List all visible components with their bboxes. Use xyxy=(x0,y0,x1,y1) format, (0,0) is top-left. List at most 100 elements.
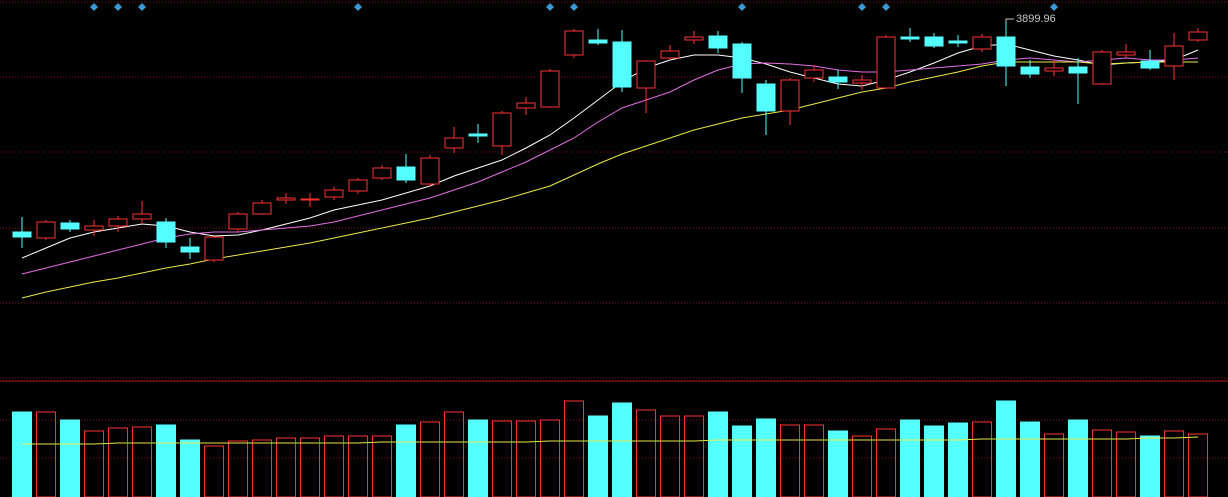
volume-bar xyxy=(180,439,200,497)
candle-body xyxy=(924,36,944,47)
volume-bar xyxy=(948,422,968,497)
candle-body xyxy=(1140,60,1160,69)
volume-bar xyxy=(468,419,488,497)
volume-bar xyxy=(1092,429,1112,497)
volume-ma-line xyxy=(22,436,1199,445)
event-marker xyxy=(114,3,122,11)
candle-body xyxy=(756,83,776,112)
volume-bar xyxy=(588,415,608,497)
volume-bar xyxy=(36,411,56,497)
volume-bar xyxy=(252,439,272,497)
volume-bar xyxy=(684,415,704,497)
candle-body xyxy=(84,225,104,231)
volume-bar xyxy=(276,437,296,497)
candle-body xyxy=(420,157,440,185)
volume-bar xyxy=(1140,435,1160,497)
event-marker xyxy=(354,3,362,11)
volume-bar xyxy=(12,411,32,497)
annotation-leader xyxy=(1005,18,1014,23)
volume-bar xyxy=(132,426,152,497)
volume-bar xyxy=(84,430,104,497)
candle-body xyxy=(1116,51,1136,56)
candle-body xyxy=(1092,51,1112,85)
candle-body xyxy=(396,166,416,181)
candle-body xyxy=(828,76,848,83)
candle-body xyxy=(540,70,560,108)
volume-bar xyxy=(1044,433,1064,497)
volume-bar xyxy=(372,435,392,497)
volume-bar xyxy=(780,424,800,497)
candle-body xyxy=(972,36,992,50)
volume-bar xyxy=(756,418,776,497)
volume-bar xyxy=(972,421,992,497)
candle-body xyxy=(636,60,656,89)
volume-bar xyxy=(1020,421,1040,497)
volume-bar xyxy=(444,411,464,497)
volume-bar xyxy=(660,415,680,497)
volume-bar xyxy=(516,420,536,497)
volume-bar xyxy=(108,427,128,497)
candle-body xyxy=(1164,45,1184,67)
volume-bar xyxy=(924,425,944,497)
candle-body xyxy=(852,79,872,84)
event-marker xyxy=(138,3,146,11)
candle-body xyxy=(948,40,968,44)
event-marker xyxy=(546,3,554,11)
volume-bar xyxy=(60,419,80,497)
volume-bar xyxy=(156,424,176,497)
candle-body xyxy=(228,213,248,230)
volume-bar xyxy=(852,435,872,497)
candle-body xyxy=(876,36,896,89)
candle-body xyxy=(804,69,824,79)
volume-bar xyxy=(708,411,728,497)
volume-bar xyxy=(1164,430,1184,497)
volume-bar xyxy=(540,419,560,497)
volume-bar xyxy=(636,409,656,497)
volume-bar xyxy=(396,424,416,497)
candle-body xyxy=(372,167,392,179)
candle-body xyxy=(276,197,296,201)
volume-bar xyxy=(996,400,1016,497)
volume-bar xyxy=(564,400,584,497)
candle-body xyxy=(108,218,128,227)
candle-body xyxy=(564,30,584,56)
candle-body xyxy=(468,133,488,137)
volume-bar xyxy=(900,419,920,497)
candle-body xyxy=(588,39,608,44)
volume-bar xyxy=(1068,419,1088,497)
candle-body xyxy=(204,236,224,261)
candle-body xyxy=(1068,66,1088,74)
candle-body xyxy=(780,79,800,112)
candle-body xyxy=(12,231,32,238)
event-marker xyxy=(570,3,578,11)
volume-bar xyxy=(420,421,440,497)
volume-bar xyxy=(228,440,248,497)
candle-body xyxy=(492,112,512,147)
candle-body xyxy=(1020,66,1040,75)
candle-body xyxy=(516,102,536,109)
volume-bar xyxy=(204,445,224,497)
event-marker xyxy=(858,3,866,11)
event-marker xyxy=(90,3,98,11)
candle-body xyxy=(708,35,728,49)
annotation-label: 3899.96 xyxy=(1016,13,1056,25)
candle-body xyxy=(732,43,752,79)
volume-bar xyxy=(876,428,896,497)
candle-body xyxy=(324,189,344,198)
candle-body xyxy=(684,36,704,41)
volume-bar xyxy=(300,437,320,497)
volume-bar xyxy=(1188,433,1208,497)
event-marker xyxy=(1050,3,1058,11)
candle-body xyxy=(660,50,680,59)
candle-body xyxy=(612,41,632,88)
candle-body xyxy=(996,36,1016,67)
candle-body xyxy=(180,246,200,253)
volume-bar xyxy=(732,425,752,497)
volume-bar xyxy=(1116,431,1136,497)
candle-body xyxy=(132,213,152,220)
volume-bar xyxy=(612,402,632,497)
candle-body xyxy=(1188,31,1208,41)
candle-body xyxy=(252,202,272,215)
candle-body xyxy=(444,137,464,149)
